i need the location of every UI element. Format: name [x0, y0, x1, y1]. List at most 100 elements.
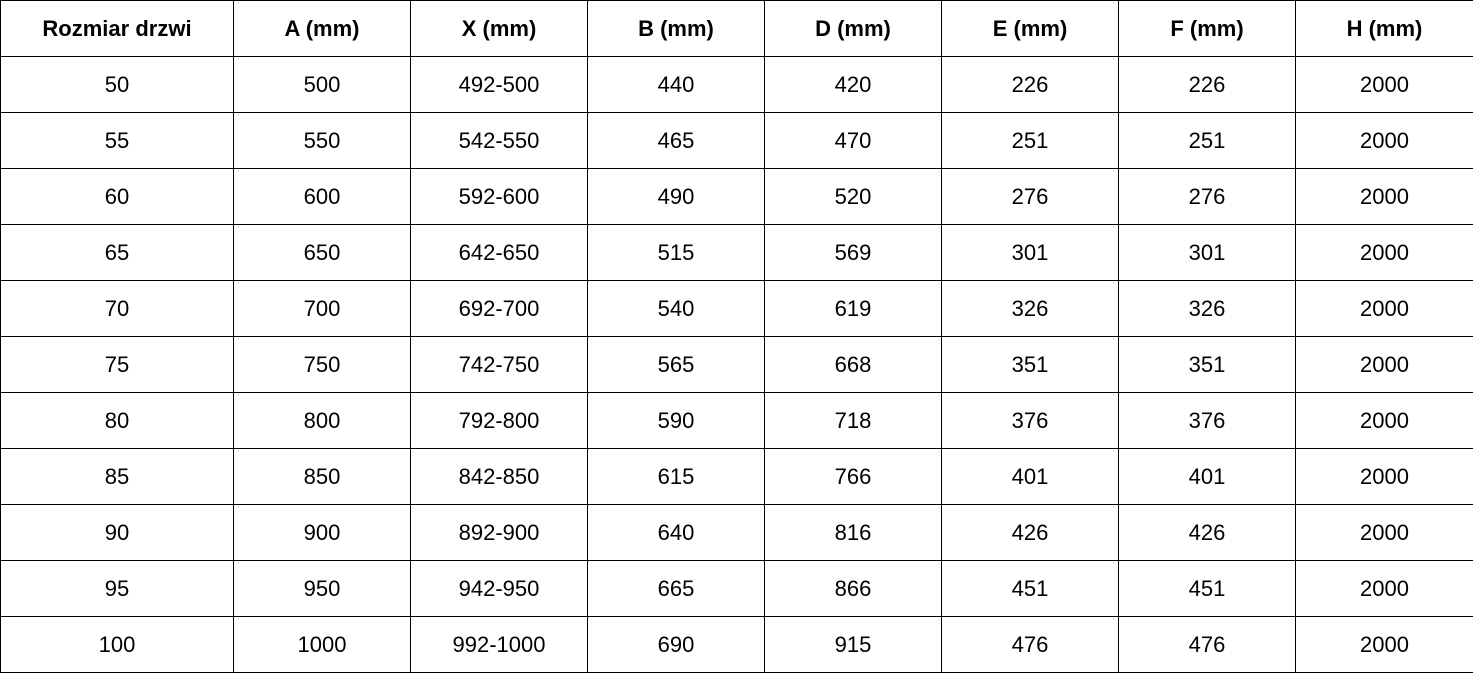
table-cell: 665	[587, 560, 765, 617]
table-cell: 900	[233, 504, 411, 561]
table-cell: 2000	[1295, 448, 1473, 505]
table-cell: 451	[941, 560, 1119, 617]
table-cell: 550	[233, 112, 411, 169]
table-cell: 301	[941, 224, 1119, 281]
table-cell: 640	[587, 504, 765, 561]
table-cell: 60	[0, 168, 234, 225]
table-cell: 476	[1118, 616, 1296, 673]
table-cell: 850	[233, 448, 411, 505]
table-cell: 420	[764, 56, 942, 113]
table-cell: 50	[0, 56, 234, 113]
table-cell: 2000	[1295, 616, 1473, 673]
table-cell: 251	[1118, 112, 1296, 169]
table-cell: 565	[587, 336, 765, 393]
table-cell: 401	[1118, 448, 1296, 505]
table-cell: 2000	[1295, 112, 1473, 169]
table-cell: 2000	[1295, 560, 1473, 617]
header-row: Rozmiar drzwi A (mm) X (mm) B (mm) D (mm) E (…	[0, 0, 1473, 57]
table-cell: 2000	[1295, 224, 1473, 281]
table-cell: 75	[0, 336, 234, 393]
column-header: E (mm)	[941, 0, 1119, 57]
table-row: 85 850 842-850 615 766 401 401 2000	[0, 448, 1473, 505]
table-cell: 226	[1118, 56, 1296, 113]
table-cell: 692-700	[410, 280, 588, 337]
table-cell: 866	[764, 560, 942, 617]
table-cell: 470	[764, 112, 942, 169]
column-header: A (mm)	[233, 0, 411, 57]
table-cell: 65	[0, 224, 234, 281]
table-cell: 2000	[1295, 280, 1473, 337]
table-cell: 569	[764, 224, 942, 281]
table-cell: 351	[1118, 336, 1296, 393]
table-cell: 515	[587, 224, 765, 281]
table-cell: 642-650	[410, 224, 588, 281]
table-cell: 816	[764, 504, 942, 561]
table-cell: 792-800	[410, 392, 588, 449]
table-cell: 276	[941, 168, 1119, 225]
table-cell: 742-750	[410, 336, 588, 393]
table-cell: 942-950	[410, 560, 588, 617]
table-cell: 55	[0, 112, 234, 169]
table-cell: 476	[941, 616, 1119, 673]
table-cell: 619	[764, 280, 942, 337]
table-cell: 668	[764, 336, 942, 393]
table-cell: 326	[941, 280, 1119, 337]
table-cell: 95	[0, 560, 234, 617]
column-header: F (mm)	[1118, 0, 1296, 57]
table-cell: 800	[233, 392, 411, 449]
table-cell: 451	[1118, 560, 1296, 617]
table-cell: 520	[764, 168, 942, 225]
column-header: D (mm)	[764, 0, 942, 57]
table-cell: 2000	[1295, 336, 1473, 393]
table-cell: 100	[0, 616, 234, 673]
table-row: 95 950 942-950 665 866 451 451 2000	[0, 560, 1473, 617]
table-cell: 301	[1118, 224, 1296, 281]
table-row: 90 900 892-900 640 816 426 426 2000	[0, 504, 1473, 561]
table-cell: 376	[941, 392, 1119, 449]
table-row: 50 500 492-500 440 420 226 226 2000	[0, 56, 1473, 113]
table-row: 60 600 592-600 490 520 276 276 2000	[0, 168, 1473, 225]
table-cell: 465	[587, 112, 765, 169]
table-cell: 401	[941, 448, 1119, 505]
table-cell: 690	[587, 616, 765, 673]
table-cell: 2000	[1295, 56, 1473, 113]
table-cell: 251	[941, 112, 1119, 169]
table-cell: 1000	[233, 616, 411, 673]
table-cell: 766	[764, 448, 942, 505]
table-cell: 542-550	[410, 112, 588, 169]
table-cell: 540	[587, 280, 765, 337]
table-row: 65 650 642-650 515 569 301 301 2000	[0, 224, 1473, 281]
table-cell: 440	[587, 56, 765, 113]
table-cell: 842-850	[410, 448, 588, 505]
table-cell: 426	[1118, 504, 1296, 561]
table-cell: 2000	[1295, 392, 1473, 449]
column-header: H (mm)	[1295, 0, 1473, 57]
table-cell: 700	[233, 280, 411, 337]
table-cell: 992-1000	[410, 616, 588, 673]
table-cell: 326	[1118, 280, 1296, 337]
table-cell: 276	[1118, 168, 1296, 225]
table-cell: 2000	[1295, 504, 1473, 561]
column-header: B (mm)	[587, 0, 765, 57]
table-cell: 90	[0, 504, 234, 561]
column-header: Rozmiar drzwi	[0, 0, 234, 57]
table-cell: 600	[233, 168, 411, 225]
table-cell: 950	[233, 560, 411, 617]
table-row: 70 700 692-700 540 619 326 326 2000	[0, 280, 1473, 337]
table-cell: 351	[941, 336, 1119, 393]
table-cell: 376	[1118, 392, 1296, 449]
table-cell: 615	[587, 448, 765, 505]
table-cell: 80	[0, 392, 234, 449]
table-cell: 85	[0, 448, 234, 505]
table-cell: 2000	[1295, 168, 1473, 225]
table-row: 80 800 792-800 590 718 376 376 2000	[0, 392, 1473, 449]
table-row: 100 1000 992-1000 690 915 476 476 2000	[0, 616, 1473, 673]
table-cell: 70	[0, 280, 234, 337]
table-cell: 500	[233, 56, 411, 113]
table-cell: 226	[941, 56, 1119, 113]
table-cell: 915	[764, 616, 942, 673]
table-cell: 590	[587, 392, 765, 449]
table-cell: 650	[233, 224, 411, 281]
table-cell: 718	[764, 392, 942, 449]
